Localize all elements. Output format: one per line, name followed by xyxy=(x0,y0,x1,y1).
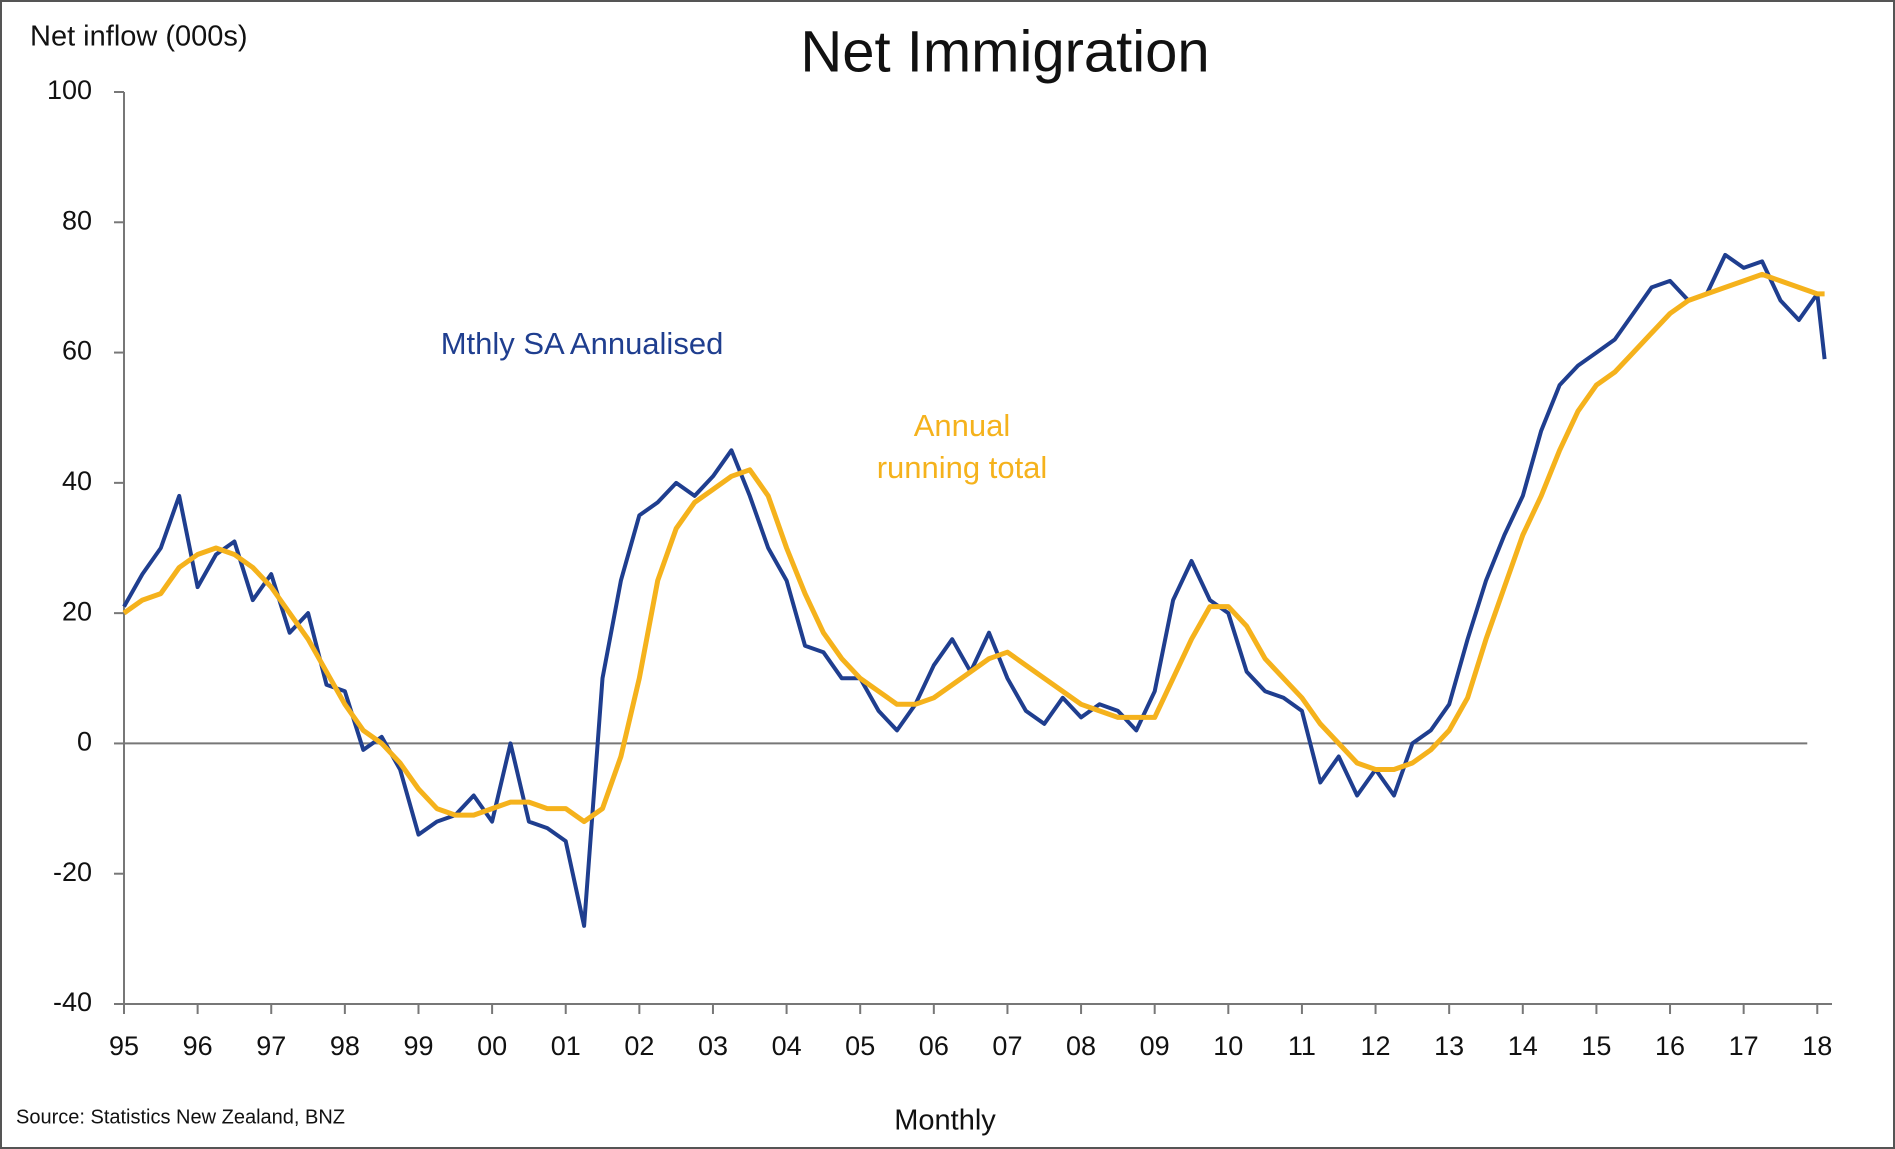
x-tick-label: 07 xyxy=(992,1031,1022,1061)
x-tick-label: 04 xyxy=(772,1031,802,1061)
x-tick-label: 08 xyxy=(1066,1031,1096,1061)
x-tick-label: 18 xyxy=(1802,1031,1832,1061)
y-tick-label: 0 xyxy=(77,727,92,757)
x-tick-label: 02 xyxy=(624,1031,654,1061)
x-tick-label: 99 xyxy=(403,1031,433,1061)
x-tick-label: 12 xyxy=(1361,1031,1391,1061)
x-tick-label: 01 xyxy=(551,1031,581,1061)
annotation: running total xyxy=(877,450,1048,485)
y-tick-label: 20 xyxy=(62,596,92,626)
x-tick-label: 97 xyxy=(256,1031,286,1061)
x-tick-label: 13 xyxy=(1434,1031,1464,1061)
x-tick-label: 95 xyxy=(109,1031,139,1061)
x-tick-label: 05 xyxy=(845,1031,875,1061)
y-axis-label: Net inflow (000s) xyxy=(30,21,248,53)
source: Source: Statistics New Zealand, BNZ xyxy=(16,1106,345,1128)
x-tick-label: 06 xyxy=(919,1031,949,1061)
annotation: Mthly SA Annualised xyxy=(441,326,724,361)
y-tick-label: 60 xyxy=(62,336,92,366)
x-axis-label: Monthly xyxy=(894,1105,996,1137)
y-tick-label: 100 xyxy=(47,75,92,105)
chart-title: Net Immigration xyxy=(800,19,1209,84)
y-tick-label: 80 xyxy=(62,205,92,235)
series-line xyxy=(122,252,1827,928)
x-tick-label: 00 xyxy=(477,1031,507,1061)
y-tick-label: -20 xyxy=(53,857,92,887)
x-tick-label: 15 xyxy=(1581,1031,1611,1061)
x-tick-label: 11 xyxy=(1288,1031,1316,1061)
x-tick-label: 17 xyxy=(1729,1031,1759,1061)
y-tick-label: -40 xyxy=(53,987,92,1017)
x-tick-label: 09 xyxy=(1140,1031,1170,1061)
x-tick-label: 10 xyxy=(1213,1031,1243,1061)
x-tick-label: 03 xyxy=(698,1031,728,1061)
x-tick-label: 96 xyxy=(183,1031,213,1061)
x-tick-label: 16 xyxy=(1655,1031,1685,1061)
x-tick-label: 98 xyxy=(330,1031,360,1061)
series-line xyxy=(122,271,1825,825)
x-tick-label: 14 xyxy=(1508,1031,1538,1061)
y-tick-label: 40 xyxy=(62,466,92,496)
annotation: Annual xyxy=(914,408,1011,443)
